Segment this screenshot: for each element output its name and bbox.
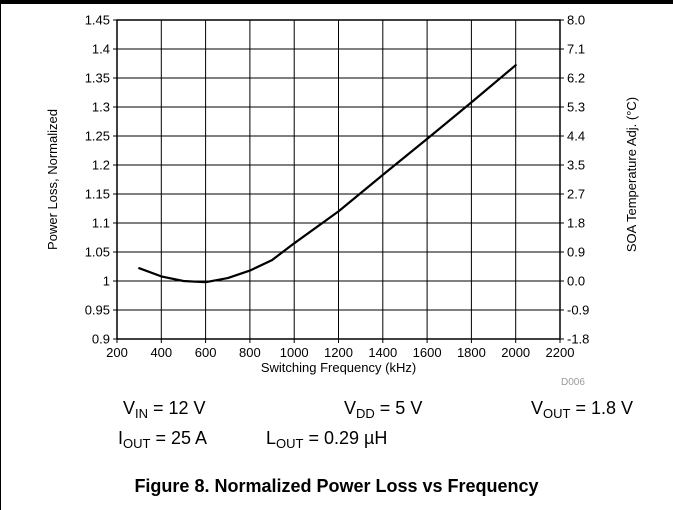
y2-tick-label: 0.9 [567,245,585,260]
x-axis-title: Switching Frequency (kHz) [261,360,416,375]
figure-code: D006 [561,377,585,388]
x-tick-label: 1800 [457,345,486,360]
y-axis-title: Power Loss, Normalized [45,109,60,250]
y2-tick-label: 7.1 [567,42,585,57]
y2-tick-label: 4.4 [567,129,585,144]
y-tick-label: 1.3 [92,100,110,115]
y2-tick-label: 0.0 [567,274,585,289]
x-tick-label: 600 [195,345,217,360]
power-loss-chart: 200 400 600 800 1000 1200 1400 1600 1800 2000 2200… [45,13,639,376]
x-tick-label: 1600 [413,345,442,360]
y-tick-label: 1.05 [85,245,110,260]
x-tick-label: 1200 [324,345,353,360]
y-tick-label: 1 [103,274,110,289]
y-tick-label: 0.9 [92,332,110,347]
x-tick-label: 1000 [280,345,309,360]
x-tick-label: 200 [106,345,128,360]
y-tick-label: 1.35 [85,71,110,86]
y-tick-label: 1.2 [92,158,110,173]
x-tick-label: 1400 [368,345,397,360]
y2-tick-label: 8.0 [567,13,585,28]
vdd-condition: VDD = 5 V [344,398,423,421]
y-tick-label: 1.4 [92,42,110,57]
x-tick-label: 2200 [546,345,575,360]
y2-tick-label: -1.8 [567,332,589,347]
y2-axis-title: SOA Temperature Adj. (°C) [624,97,639,252]
y2-tick-label: 3.5 [567,158,585,173]
y-tick-label: 1.15 [85,187,110,202]
y2-tick-label: 2.7 [567,187,585,202]
y2-tick-label: 1.8 [567,216,585,231]
power-loss-series-line [138,64,517,284]
iout-condition: IOUT = 25 A [118,428,208,451]
left-border [0,0,1,510]
vout-condition: VOUT = 1.8 V [531,398,634,421]
x-tick-label: 800 [239,345,261,360]
y-tick-label: 0.95 [85,303,110,318]
y-tick-label: 1.1 [92,216,110,231]
lout-condition: LOUT = 0.29 µH [266,428,388,451]
x-tick-label: 2000 [501,345,530,360]
x-tick-label: 400 [150,345,172,360]
figure-caption: Figure 8. Normalized Power Loss vs Frequ… [134,476,539,496]
top-border [0,0,673,4]
y2-tick-label: -0.9 [567,303,589,318]
y2-tick-label: 6.2 [567,71,585,86]
y-tick-label: 1.25 [85,129,110,144]
vin-condition: VIN = 12 V [123,398,206,421]
y2-tick-label: 5.3 [567,100,585,115]
y-tick-label: 1.45 [85,13,110,28]
